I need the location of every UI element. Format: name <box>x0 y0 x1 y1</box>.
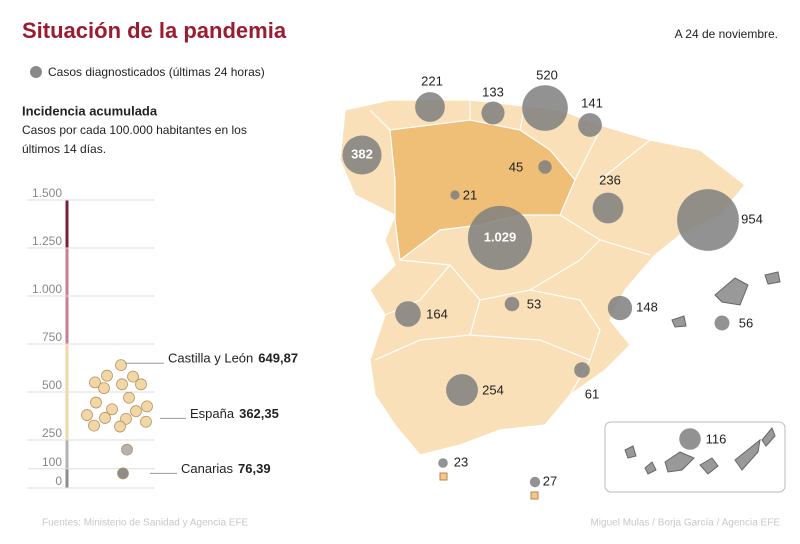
region-dot <box>99 412 111 424</box>
bubble-label: 56 <box>739 315 753 330</box>
bubble-label: 27 <box>543 473 557 488</box>
case-bubble <box>574 362 590 378</box>
y-tick-label: 750 <box>42 330 62 344</box>
y-tick-label: 500 <box>42 378 62 392</box>
region-dot <box>115 359 127 372</box>
case-bubble <box>415 92 445 122</box>
bubble-label: 23 <box>454 454 468 469</box>
bubble-label: 254 <box>482 382 504 397</box>
region-dot <box>81 409 93 421</box>
canary-islands <box>624 427 776 475</box>
region-dot <box>101 369 113 382</box>
y-tick-label: 1.500 <box>32 186 62 200</box>
case-bubble <box>714 315 730 331</box>
ceuta <box>439 472 448 481</box>
scale-band <box>65 440 69 469</box>
callout-value: 362,35 <box>239 406 279 421</box>
region-dot <box>88 419 100 432</box>
case-bubble <box>504 296 520 312</box>
case-bubble <box>529 476 541 488</box>
callout-value: 649,87 <box>258 351 298 366</box>
callout-value: 76,39 <box>238 461 271 476</box>
bubble-label: 21 <box>463 187 477 202</box>
bubble-label: 236 <box>599 172 621 187</box>
incidence-subtitle-1: Casos por cada 100.000 habitantes en los <box>22 123 247 137</box>
case-bubble <box>438 458 448 468</box>
region-dot <box>116 378 128 391</box>
bubble-label: 164 <box>426 306 448 321</box>
bubble-label: 382 <box>351 146 373 161</box>
case-bubble <box>522 85 568 131</box>
bubble-label: 221 <box>421 73 443 88</box>
bubble-label: 61 <box>585 386 599 401</box>
bubble-label: 1.029 <box>484 229 517 244</box>
y-tick-label: 0 <box>55 474 62 488</box>
region-dot <box>121 443 133 456</box>
region-dot <box>127 370 139 383</box>
bubble-label: 520 <box>536 67 558 82</box>
region-dot <box>120 412 132 425</box>
legend-text: Casos diagnosticados (últimas 24 horas) <box>48 65 265 79</box>
case-bubble <box>481 101 505 125</box>
region-dot <box>135 378 147 391</box>
case-bubble <box>677 189 739 251</box>
bubble-label: 148 <box>636 299 658 314</box>
y-tick-label: 1.250 <box>32 234 62 248</box>
case-bubble <box>679 428 701 450</box>
y-tick-label: 250 <box>42 426 62 440</box>
bubble-label: 45 <box>509 159 523 174</box>
melilla <box>530 491 539 500</box>
region-dot <box>98 382 110 395</box>
region-dot <box>117 467 129 480</box>
case-bubble <box>450 190 460 200</box>
case-bubble <box>538 160 552 174</box>
case-bubble <box>467 205 533 271</box>
y-tick-label: 1.000 <box>32 282 62 296</box>
credits: Miguel Mulas / Borja García / Agencia EF… <box>590 518 780 529</box>
region-dot <box>123 391 135 404</box>
case-bubble <box>578 113 602 137</box>
title: Situación de la pandemia <box>22 18 287 43</box>
incidence-subtitle-2: últimos 14 días. <box>22 142 106 156</box>
incidence-title: Incidencia acumulada <box>22 103 158 118</box>
region-borders <box>369 100 651 396</box>
bubble-label: 133 <box>482 84 504 99</box>
map <box>339 99 786 500</box>
region-dot <box>90 396 102 409</box>
y-tick-label: 100 <box>42 455 62 469</box>
region-dot <box>130 405 142 418</box>
scale-band <box>65 200 69 248</box>
source: Fuentes: Ministerio de Sanidad y Agencia… <box>42 518 249 529</box>
callout-name: Canarias <box>181 461 234 476</box>
scale-band <box>65 468 69 488</box>
legend-symbol <box>30 66 42 78</box>
bubble-label: 116 <box>706 431 727 446</box>
region-dot <box>140 415 152 428</box>
case-bubble <box>342 135 382 175</box>
bubble-label: 53 <box>527 296 541 311</box>
canarias-inset <box>604 421 786 493</box>
case-bubble <box>446 374 478 406</box>
region-dot <box>141 400 153 413</box>
case-bubble <box>607 295 633 321</box>
callout-name: España <box>190 406 235 421</box>
bubble-label: 141 <box>581 95 603 110</box>
bubble-label: 954 <box>741 211 763 226</box>
case-bubble <box>592 192 624 224</box>
date: A 24 de noviembre. <box>675 27 778 41</box>
case-bubble <box>395 301 421 327</box>
region-dot <box>89 376 101 389</box>
callout-name: Castilla y León <box>168 351 253 366</box>
balearic-islands <box>671 271 781 328</box>
region-dot <box>106 403 118 416</box>
region-dot <box>114 420 126 433</box>
